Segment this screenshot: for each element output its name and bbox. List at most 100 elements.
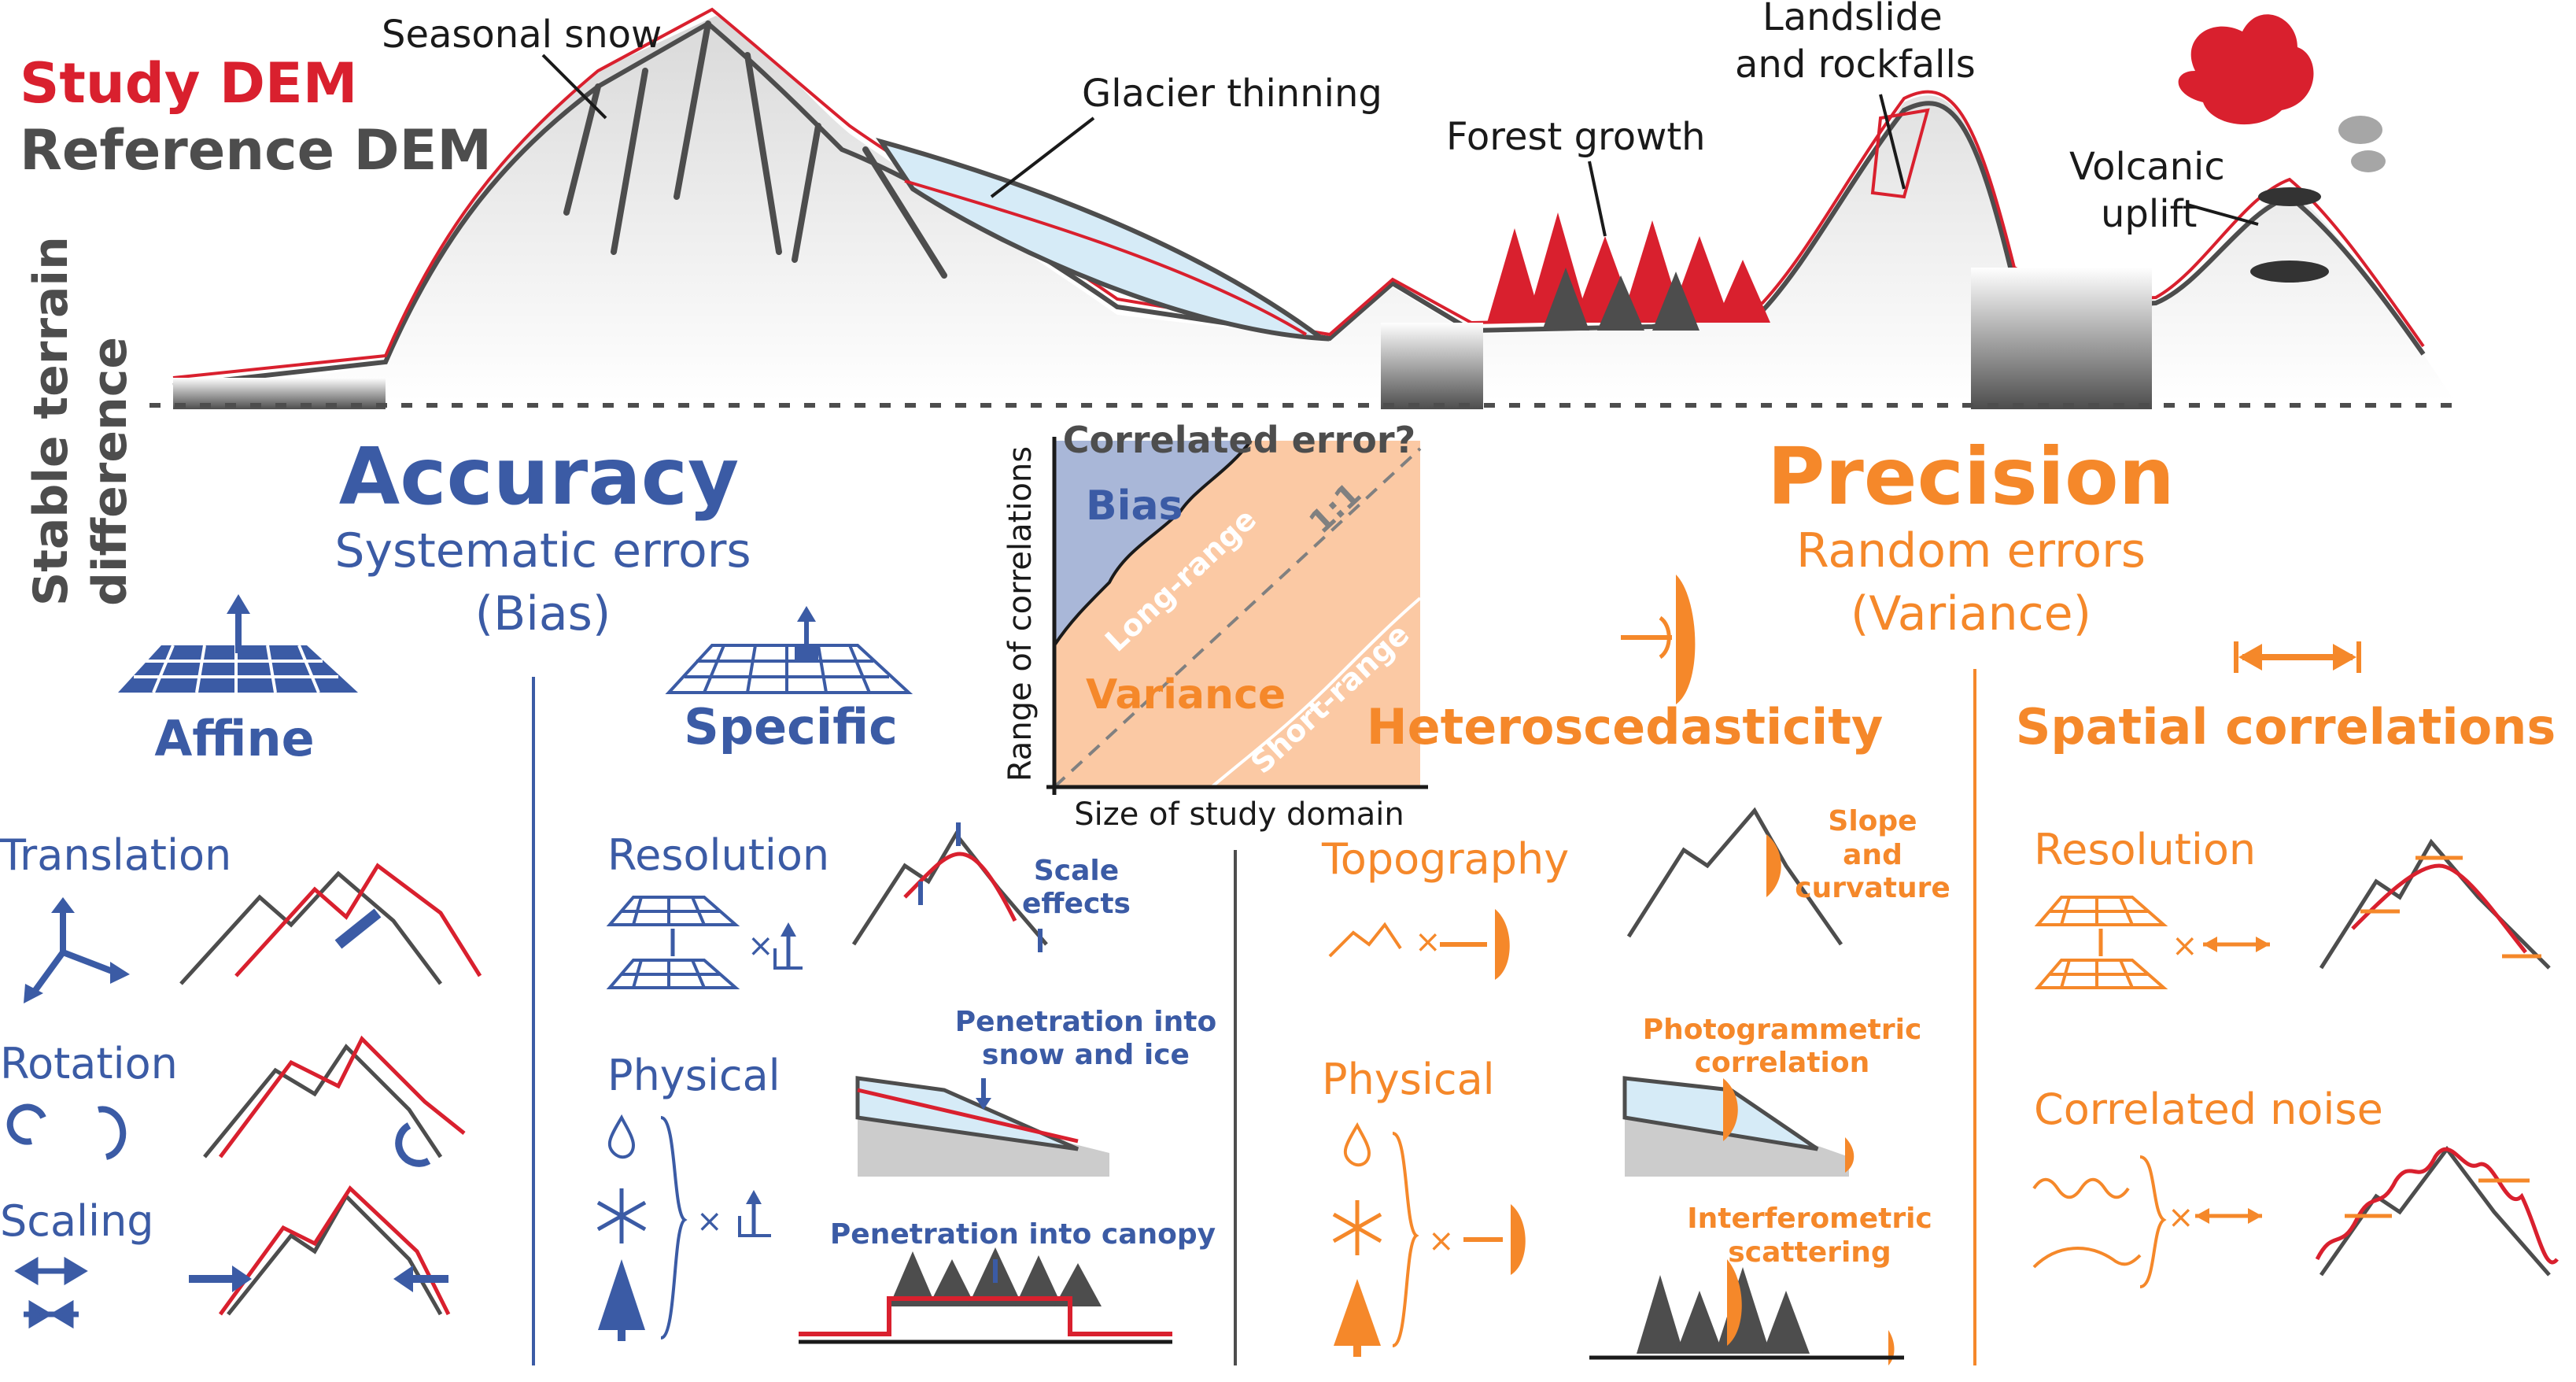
canopy-penetration-diagram — [799, 1247, 1172, 1344]
physical-label-precision: Physical — [1322, 1055, 1495, 1104]
pen-snow-label-2: snow and ice — [982, 1039, 1190, 1071]
label-landslide-2: and rockfalls — [1735, 42, 1976, 87]
heteroscedasticity-label: Heteroscedasticity — [1367, 698, 1884, 756]
interferometric-diagram — [1589, 1259, 1904, 1365]
water-drop-icon-precision — [1343, 1121, 1371, 1167]
rotation-mountain — [203, 1035, 466, 1167]
landscape-panel: Study DEM Reference DEM Seasonal snow Gl… — [20, 0, 2455, 409]
affine-label: Affine — [154, 710, 314, 767]
precision-sub1: Random errors — [1796, 523, 2146, 578]
resolution-times-precision: × — [2172, 928, 2198, 964]
slope-label-2: and — [1843, 839, 1902, 871]
physical-distribution-icon — [1463, 1204, 1526, 1275]
interf-label-1: Interferometric — [1687, 1203, 1932, 1235]
mountain-ridges — [563, 20, 947, 279]
one-to-one-line — [1053, 447, 1422, 789]
reference-dem-profile — [172, 20, 2426, 388]
volcano-rock-1 — [2338, 116, 2382, 144]
snowflake-icon-accuracy — [596, 1188, 647, 1243]
physical-label-accuracy: Physical — [607, 1051, 781, 1100]
stable-block-2 — [1381, 323, 1483, 409]
legend-reference-dem: Reference DEM — [20, 118, 492, 183]
accuracy-sub1: Systematic errors — [334, 523, 751, 578]
label-volcanic-2: uplift — [2101, 192, 2197, 236]
resolution-grids-icon-precision — [2034, 896, 2168, 989]
bias-region — [1054, 441, 1251, 645]
chart-xlabel: Size of study domain — [1074, 796, 1404, 833]
topography-mini-icon — [1328, 922, 1402, 958]
terrain-surface — [173, 16, 2455, 401]
slope-label-3: curvature — [1795, 872, 1950, 904]
resolution-label-accuracy: Resolution — [607, 830, 829, 880]
volcano-rock-2 — [2351, 150, 2386, 172]
correlated-noise-mountain — [2315, 1145, 2559, 1277]
leader-lines — [541, 54, 2259, 237]
chart-bias-label: Bias — [1086, 482, 1183, 530]
chart-title: Correlated error? — [1063, 419, 1415, 461]
topography-times: × — [1415, 924, 1441, 960]
physical-times-accuracy: × — [696, 1203, 723, 1240]
noise-times: × — [2168, 1199, 2194, 1236]
scaling-mountain — [189, 1185, 451, 1316]
stable-terrain-label: Stable terrain difference — [24, 236, 138, 606]
volcano-vent-lower — [2250, 261, 2329, 283]
translation-arrows-icon — [24, 897, 130, 1003]
scaling-arrows-icon — [14, 1256, 88, 1329]
scale-effects-mountain — [851, 822, 1048, 952]
precision-title: Precision — [1767, 430, 2175, 523]
translation-mountain — [179, 863, 482, 985]
rotation-arrows-icon — [6, 1103, 127, 1160]
specific-label: Specific — [684, 698, 898, 756]
spatial-correlation-arrow-icon — [2234, 641, 2361, 673]
noise-range-icon — [2195, 1208, 2262, 1224]
glacier-thinning-line — [904, 179, 1308, 336]
resolution-mountain-precision — [2319, 838, 2551, 970]
physical-times-precision: × — [1428, 1223, 1455, 1259]
label-seasonal-snow: Seasonal snow — [382, 13, 662, 57]
topography-label: Topography — [1321, 834, 1569, 884]
correlated-error-chart: Correlated error? Size of study domain R… — [1002, 419, 1428, 833]
label-landslide-1: Landslide — [1762, 0, 1943, 39]
tree-icon-accuracy — [598, 1259, 645, 1341]
pen-snow-label-1: Penetration into — [955, 1006, 1216, 1038]
tree-icon-precision — [1334, 1279, 1381, 1357]
correlated-noise-label: Correlated noise — [2034, 1085, 2383, 1134]
glacier-ice — [876, 137, 1330, 342]
bias-boundary — [1053, 439, 1253, 647]
translation-label: Translation — [0, 830, 231, 880]
chart-ylabel: Range of correlations — [1002, 446, 1039, 782]
resolution-grids-icon — [606, 896, 740, 989]
rotation-label: Rotation — [0, 1039, 178, 1088]
interf-label-2: scattering — [1728, 1236, 1891, 1269]
volcano-vent-upper — [2258, 187, 2321, 206]
stable-block-3 — [1971, 268, 2152, 409]
stable-terrain-label-line1: Stable terrain — [24, 236, 79, 606]
noise-brace — [2139, 1155, 2167, 1288]
water-drop-icon-accuracy — [607, 1114, 636, 1159]
snow-penetration-diagram — [855, 1076, 1109, 1177]
slope-label-1: Slope — [1828, 805, 1917, 837]
stable-terrain-label-line2: difference — [83, 337, 138, 606]
heteroscedasticity-distribution-icon — [1621, 575, 1696, 704]
resolution-label-precision: Resolution — [2034, 825, 2256, 874]
study-dem-profile — [172, 7, 2425, 379]
scaling-label: Scaling — [0, 1196, 154, 1246]
scale-effects-label-2: effects — [1022, 888, 1131, 920]
topography-distribution-icon — [1440, 909, 1510, 980]
accuracy-sub2: (Bias) — [475, 586, 611, 641]
slope-curvature-mountain — [1626, 807, 1843, 946]
resolution-range-icon-precision — [2203, 937, 2270, 952]
spatial-correlations-label: Spatial correlations — [2016, 698, 2556, 756]
noise-waves-icon — [2032, 1177, 2142, 1269]
physical-brace-accuracy — [660, 1116, 688, 1340]
resolution-times-accuracy: × — [747, 928, 774, 964]
physical-brace-precision — [1392, 1132, 1419, 1347]
landslide-scar — [1870, 108, 1930, 199]
specific-grid-icon — [665, 606, 913, 694]
label-glacier-thinning: Glacier thinning — [1082, 72, 1382, 116]
precision-sub2: (Variance) — [1851, 586, 2091, 641]
affine-grid-icon — [118, 594, 358, 693]
accuracy-title: Accuracy — [339, 430, 739, 523]
physical-pixel-up-icon — [738, 1190, 771, 1237]
